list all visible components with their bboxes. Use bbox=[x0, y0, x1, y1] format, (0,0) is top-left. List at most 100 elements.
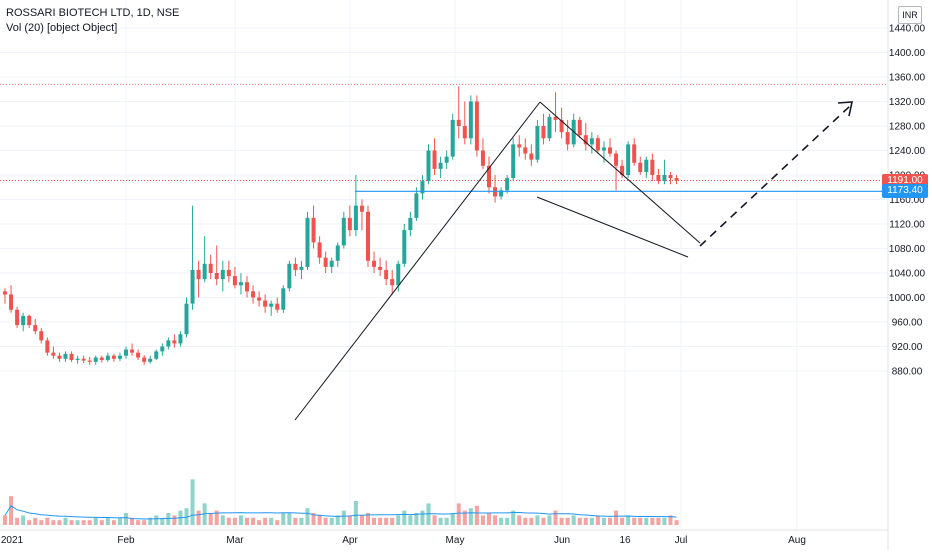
candle-body bbox=[87, 360, 92, 362]
volume-indicator-label[interactable]: Vol (20) [object Object] bbox=[6, 22, 118, 34]
volume-bar bbox=[505, 517, 510, 525]
time-tick-label: Jun bbox=[554, 535, 570, 546]
candle bbox=[517, 135, 522, 157]
candle-body bbox=[462, 126, 467, 139]
volume-bar bbox=[614, 510, 619, 525]
candle-body bbox=[184, 303, 189, 335]
candle-body bbox=[601, 147, 606, 151]
candle bbox=[299, 260, 304, 280]
candle-body bbox=[426, 150, 431, 182]
currency-label[interactable]: INR bbox=[898, 6, 922, 24]
time-axis[interactable]: 2021 Feb Mar Apr May Jun 16 Jul Aug bbox=[1, 535, 806, 546]
candle bbox=[614, 150, 619, 191]
volume-bars bbox=[3, 479, 679, 525]
candle-body bbox=[668, 175, 673, 179]
candle-body bbox=[305, 217, 310, 267]
candle bbox=[335, 242, 340, 267]
candle-body bbox=[414, 193, 419, 218]
candle bbox=[178, 331, 183, 347]
candle-body bbox=[220, 269, 225, 280]
candle bbox=[160, 343, 165, 356]
candle bbox=[378, 257, 383, 277]
candle-body bbox=[81, 358, 86, 361]
volume-bar bbox=[238, 515, 243, 525]
candle bbox=[468, 95, 473, 145]
candle bbox=[105, 352, 110, 362]
volume-bar bbox=[638, 517, 643, 525]
volume-bar bbox=[214, 510, 219, 525]
volume-bar bbox=[299, 517, 304, 525]
volume-bar bbox=[293, 517, 298, 525]
candle-body bbox=[420, 181, 425, 194]
candle-body bbox=[75, 358, 80, 360]
candle bbox=[287, 260, 292, 292]
candle bbox=[245, 276, 249, 298]
candle bbox=[87, 356, 92, 365]
candle-body bbox=[474, 101, 479, 151]
volume-bar bbox=[245, 517, 249, 525]
candle bbox=[372, 251, 377, 273]
candle-body bbox=[644, 159, 649, 172]
candle-body bbox=[396, 263, 401, 286]
candle-body bbox=[450, 119, 455, 157]
time-tick-label: Feb bbox=[117, 535, 135, 546]
candle bbox=[317, 236, 322, 264]
candle-body bbox=[547, 116, 552, 139]
volume-bar bbox=[232, 517, 237, 525]
candle bbox=[559, 107, 564, 139]
candle-body bbox=[257, 297, 262, 301]
volume-bar bbox=[130, 517, 135, 525]
candle-body bbox=[27, 315, 32, 326]
candle bbox=[172, 334, 177, 348]
candle bbox=[414, 187, 419, 221]
volume-bar bbox=[323, 517, 328, 525]
candle bbox=[523, 138, 528, 160]
candle bbox=[601, 141, 606, 163]
candle-body bbox=[541, 126, 546, 139]
volume-bar bbox=[93, 517, 98, 525]
volume-bar bbox=[480, 515, 485, 525]
candle-body bbox=[535, 126, 540, 160]
price-tick-label: 1320.00 bbox=[889, 97, 926, 108]
candle bbox=[547, 113, 552, 142]
volume-bar bbox=[378, 517, 383, 525]
candle-body bbox=[93, 357, 98, 362]
volume-bar bbox=[269, 517, 274, 525]
candle-body bbox=[281, 288, 286, 310]
candle bbox=[257, 291, 262, 307]
candle-body bbox=[329, 260, 334, 267]
volume-bar bbox=[341, 510, 346, 525]
volume-bar bbox=[184, 508, 189, 525]
volume-bar bbox=[511, 510, 516, 525]
candle bbox=[499, 187, 504, 200]
support-price-badge: 1173.40 bbox=[882, 184, 928, 199]
volume-bar bbox=[372, 517, 377, 525]
symbol-title[interactable]: ROSSARI BIOTECH LTD, 1D, NSE bbox=[6, 7, 180, 19]
candle bbox=[9, 285, 14, 313]
candle-body bbox=[51, 352, 56, 356]
time-tick-label: Apr bbox=[342, 535, 358, 546]
volume-bar bbox=[565, 517, 570, 525]
time-tick-label: 2021 bbox=[1, 535, 24, 546]
candle-body bbox=[402, 230, 407, 264]
candle bbox=[69, 351, 74, 362]
candle-body bbox=[347, 217, 352, 231]
candle-body bbox=[650, 159, 655, 175]
volume-bar bbox=[39, 520, 44, 525]
volume-bar bbox=[81, 520, 86, 525]
volume-bar bbox=[160, 517, 165, 525]
falling-wedge-lower-line bbox=[536, 196, 689, 258]
volume-bar bbox=[523, 517, 528, 525]
candle bbox=[353, 175, 358, 237]
price-axis[interactable]: 1440.00 1400.00 1360.00 1320.00 1280.00 1240.… bbox=[889, 24, 926, 378]
uptrend-line bbox=[294, 101, 541, 421]
candle bbox=[3, 288, 7, 304]
candle bbox=[15, 306, 20, 329]
volume-bar bbox=[456, 503, 461, 525]
volume-bar bbox=[499, 517, 504, 525]
price-tick-label: 1080.00 bbox=[889, 244, 926, 255]
volume-bar bbox=[396, 515, 401, 525]
candle-body bbox=[9, 294, 14, 310]
